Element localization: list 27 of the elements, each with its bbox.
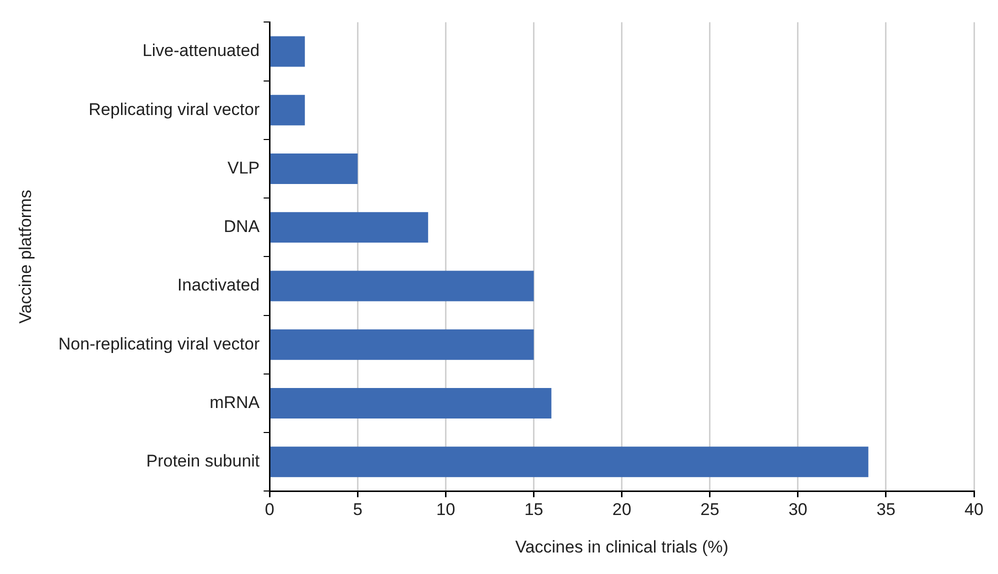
x-tick-label: 15 <box>524 500 544 520</box>
y-tick-label: Replicating viral vector <box>88 100 260 119</box>
x-tick-label: 40 <box>964 500 984 520</box>
y-tick-label: Live-attenuated <box>142 41 260 60</box>
x-tick-label: 25 <box>700 500 720 520</box>
bar <box>270 154 358 184</box>
bar <box>270 388 552 419</box>
y-tick-label: Inactivated <box>177 276 260 295</box>
bar <box>270 36 305 67</box>
y-tick-label: VLP <box>228 158 260 178</box>
y-tick-label: DNA <box>224 217 260 236</box>
bar <box>270 329 534 360</box>
x-tick-label: 30 <box>788 500 808 520</box>
y-tick-label: Non-replicating viral vector <box>58 334 260 354</box>
bar <box>270 94 305 126</box>
bar <box>270 212 428 243</box>
x-tick-label: 5 <box>352 500 362 520</box>
bar <box>270 446 868 478</box>
x-tick-label: 0 <box>264 500 274 520</box>
x-axis-title: Vaccines in clinical trials (%) <box>515 537 728 556</box>
y-tick-label: Protein subunit <box>146 452 260 471</box>
x-tick-label: 20 <box>612 500 632 520</box>
y-axis-title: Vaccine platforms <box>16 190 35 324</box>
y-tick-label: mRNA <box>210 392 260 412</box>
bar <box>270 270 534 302</box>
x-tick-label: 10 <box>436 500 456 520</box>
x-tick-label: 35 <box>876 500 896 520</box>
